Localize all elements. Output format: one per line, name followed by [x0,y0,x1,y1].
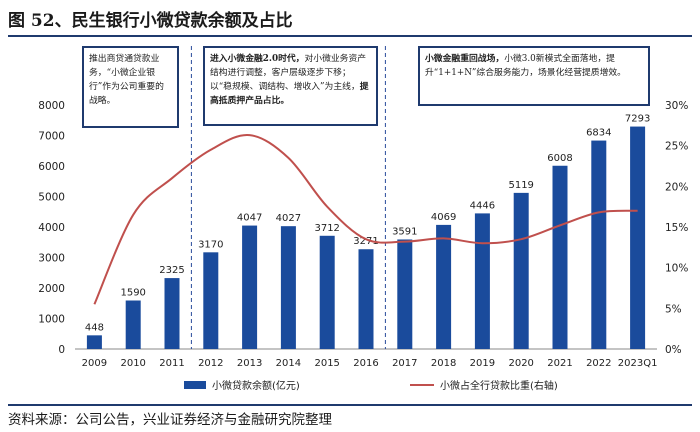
y-right-tick-label: 0% [665,344,682,356]
x-tick-label: 2019 [470,358,495,369]
annotation-text: 小微3.0新模式全面落地，提升“1+1+N”综合服务能力，场景化经营提质增效。 [425,54,626,78]
y-left-tick-label: 0 [58,344,65,356]
y-left-tick-label: 5000 [38,192,65,204]
y-left-tick-label: 3000 [38,253,65,265]
bar-data-label: 2325 [159,265,184,276]
figure-title: 图 52、民生银行小微贷款余额及占比 [8,11,293,31]
y-left-tick-label: 1000 [38,314,65,326]
bar-data-label: 7293 [625,114,650,125]
x-tick-label: 2012 [198,358,223,369]
annotation-box-phase2: 进入小微金融2.0时代，对小微业务资产结构进行调整，客户层级逐步下移；以“稳规模… [203,46,378,126]
share-series-line [93,134,638,305]
x-tick-label: 2016 [353,358,378,369]
x-tick-label: 2011 [159,358,184,369]
bar [474,213,490,349]
bar-data-label: 4047 [237,213,262,224]
y-right-tick-label: 10% [665,263,688,275]
bar-data-label: 4446 [470,200,495,211]
y-right-tick-label: 25% [665,141,688,153]
x-tick-label: 2020 [508,358,533,369]
annotation-bold: 小微金融重回战场， [425,54,505,64]
y-left-tick-label: 6000 [38,161,65,173]
bar [436,224,452,349]
source-rule [8,404,692,406]
bar [319,235,335,349]
x-tick-label: 2015 [314,358,339,369]
x-tick-label: 2023Q1 [618,358,658,369]
annotation-bold: 进入小微金融2.0时代， [210,54,305,64]
annotation-bold: 提高抵质押产品占比。 [210,82,369,106]
legend-item-line: 小微占全行贷款比重(右轴) [410,377,558,392]
bar [513,192,529,349]
y-left-tick-label: 8000 [38,100,65,112]
y-left-tick-label: 4000 [38,222,65,234]
title-rule [8,35,692,37]
x-tick-label: 2021 [547,358,572,369]
legend-item-bar: 小微贷款余额(亿元) [184,377,300,392]
y-left-tick-label: 2000 [38,283,65,295]
y-left-tick-label: 7000 [38,131,65,143]
x-tick-label: 2009 [82,358,107,369]
y-right-tick-label: 20% [665,181,688,193]
annotation-text: 推出商贷通贷款业务，“小微企业银行”作为公司重要的战略。 [89,54,164,106]
x-tick-label: 2013 [237,358,262,369]
bar [203,252,219,349]
legend-swatch-line [410,383,434,386]
bar-data-label: 5119 [508,180,533,191]
bar-data-label: 3712 [314,223,339,234]
bar [86,335,102,349]
annotation-box-phase1: 推出商贷通贷款业务，“小微企业银行”作为公司重要的战略。 [82,46,179,128]
y-right-tick-label: 15% [665,222,688,234]
bar-data-label: 6008 [547,153,572,164]
bar-data-label: 4027 [276,213,301,224]
bar [280,226,296,349]
x-tick-label: 2010 [120,358,145,369]
bar-data-label: 448 [85,322,104,333]
bar-data-label: 6834 [586,128,611,139]
bar [125,300,141,349]
legend-label-line: 小微占全行贷款比重(右轴) [440,381,558,392]
bar-data-label: 3271 [353,236,378,247]
bar [358,249,374,349]
bar-data-label: 3591 [392,226,417,237]
annotation-box-phase3: 小微金融重回战场，小微3.0新模式全面落地，提升“1+1+N”综合服务能力，场景… [418,46,650,106]
bar [164,278,180,349]
bar [630,126,646,349]
bar-data-label: 3170 [198,239,223,250]
y-right-tick-label: 30% [665,100,688,112]
x-tick-label: 2022 [586,358,611,369]
legend-swatch-bar [184,380,206,389]
x-tick-label: 2014 [276,358,301,369]
chart: 0 1000 2000 3000 4000 5000 6000 7000 8000 0% 5% 10%… [38,46,688,369]
annotation-text: 对小微业务资产结构进行调整，客户层级逐步下移；以“稳规模、调结构、增收入”为主线… [210,54,367,92]
bar [591,140,607,349]
bar-data-label: 1590 [120,288,145,299]
bar-data-label: 4069 [431,212,456,223]
source-note: 资料来源：公司公告，兴业证券经济与金融研究院整理 [8,412,332,428]
bar [242,225,258,349]
x-tick-label: 2018 [431,358,456,369]
bar [552,165,568,349]
y-right-tick-label: 5% [665,303,682,315]
x-tick-label: 2017 [392,358,417,369]
legend-label-bar: 小微贷款余额(亿元) [212,381,300,392]
bar [397,239,413,349]
